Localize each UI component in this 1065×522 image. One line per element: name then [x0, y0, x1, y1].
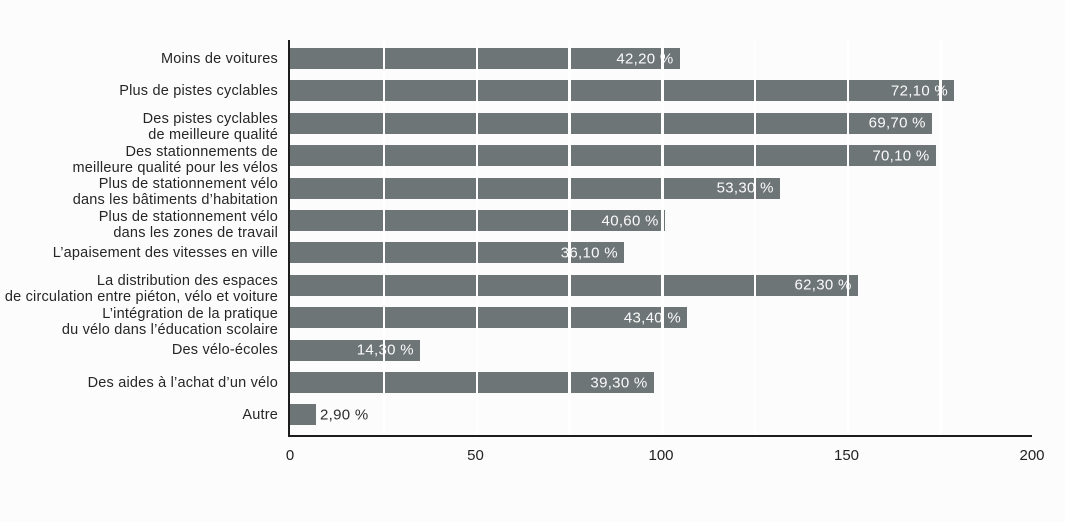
bar-value-label: 40,60 % [601, 212, 659, 229]
bar: 43,40 % [290, 307, 687, 329]
gridline [382, 40, 386, 435]
bar-value-label: 39,30 % [590, 374, 648, 391]
gridline [939, 40, 942, 435]
category-label: Plus de stationnement vélo dans les zone… [98, 208, 278, 241]
bar-value-label: 14,30 % [356, 341, 414, 359]
plot-area: 42,20 % 72,10 % 69,70 % 70,10 % 53,30 % 40,60… [288, 40, 1032, 437]
bar-value-label: 62,30 % [794, 276, 852, 294]
bar: 53,30 % [290, 177, 780, 199]
gridline [753, 40, 757, 435]
x-axis-tick-label: 0 [285, 447, 295, 464]
bar: 72,10 % [290, 80, 955, 102]
category-label: Plus de pistes cyclables [119, 82, 278, 99]
x-axis-tick-label: 50 [467, 447, 484, 464]
category-label: Plus de stationnement vélo dans les bâti… [72, 176, 278, 209]
category-label: Des stationnements de meilleure qualité … [72, 143, 278, 176]
bar: 69,70 % [290, 112, 932, 134]
bar: 14,30 % [290, 339, 420, 361]
bar-value-label: 53,30 % [716, 179, 774, 197]
category-label: Des aides à l’achat d’un vélo [87, 374, 278, 391]
category-label: Des vélo-écoles [171, 342, 278, 359]
bar-value-label: 36,10 % [560, 244, 618, 262]
category-label: L’intégration de la pratique du vélo dan… [61, 305, 278, 338]
bar: 36,10 % [290, 242, 624, 264]
gridline [568, 40, 571, 435]
category-label: Moins de voitures [160, 50, 278, 67]
x-axis-tick-label: 200 [1019, 447, 1045, 464]
bar: 42,20 % [290, 48, 680, 69]
x-axis-tick-label: 150 [833, 447, 860, 464]
bar-value-label: 2,90 % [319, 406, 369, 424]
bar-value-label: 70,10 % [872, 147, 930, 165]
bar-value-label: 72,10 % [890, 82, 949, 100]
x-axis-tick-label: 100 [648, 447, 674, 464]
bar: 39,30 % [290, 372, 654, 393]
gridline [475, 40, 478, 435]
gridline [661, 40, 664, 435]
category-label: Autre [242, 406, 278, 423]
category-label: L’apaisement des vitesses en ville [52, 244, 278, 261]
bar-value-label: 69,70 % [868, 114, 926, 132]
bar-value-label: 42,20 % [616, 50, 674, 67]
bar: 2,90 % [290, 404, 368, 426]
bar: 70,10 % [290, 145, 936, 167]
category-label: Des pistes cyclables de meilleure qualit… [142, 111, 278, 144]
bar: 62,30 % [290, 274, 858, 296]
bar-value-label: 43,40 % [623, 309, 681, 327]
gridline [846, 40, 849, 435]
category-label: La distribution des espaces de circulati… [4, 273, 278, 306]
